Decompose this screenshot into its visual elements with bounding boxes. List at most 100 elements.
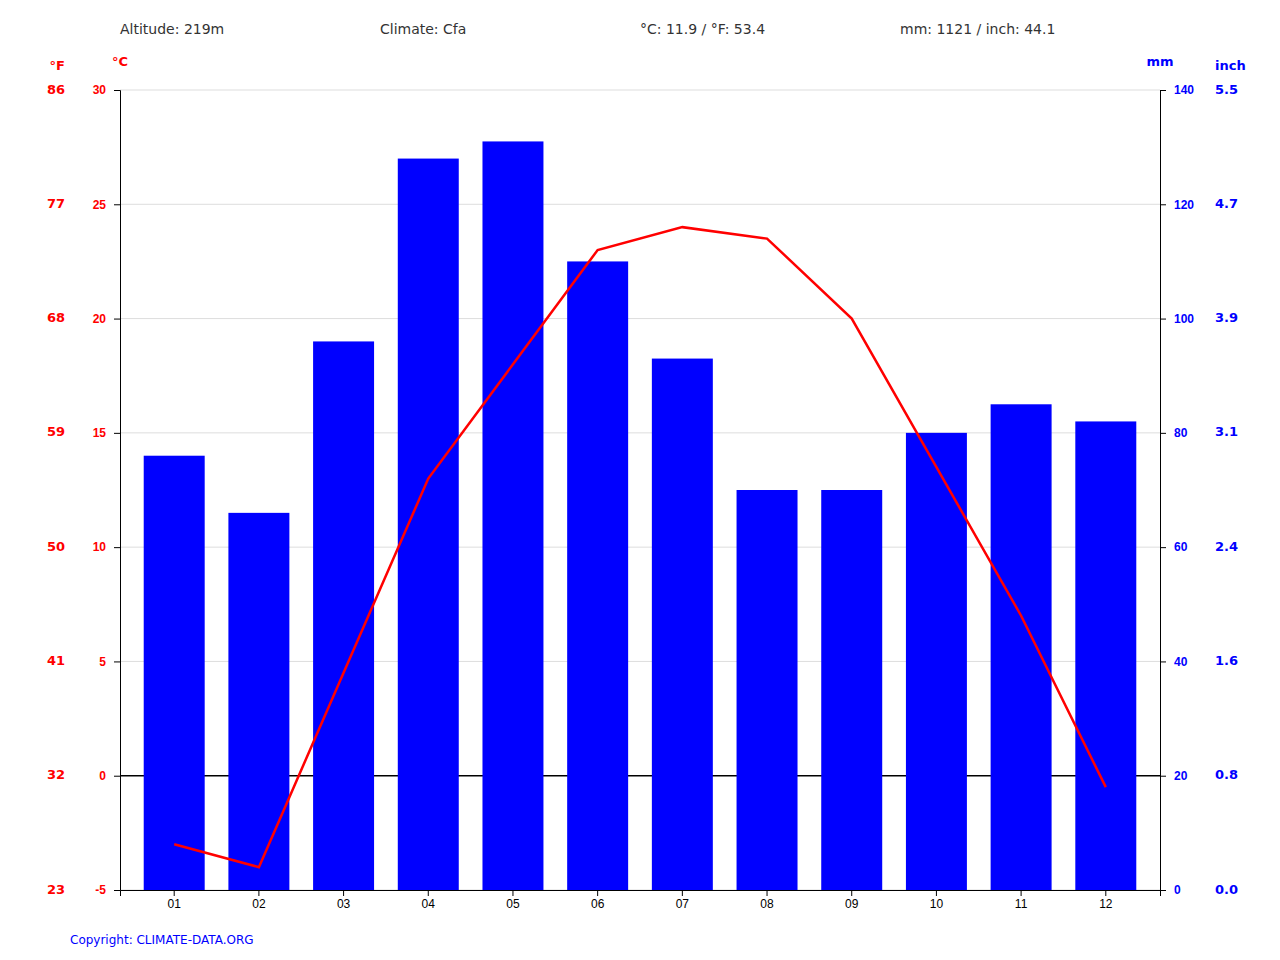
tick-label: -5 bbox=[95, 883, 106, 897]
alt-tick-label: 77 bbox=[47, 196, 65, 211]
tick-label: 11 bbox=[1015, 897, 1028, 911]
tick: 0 bbox=[99, 769, 120, 783]
y-axis: -5 0 5 10 15 20 25 30 bbox=[93, 83, 121, 897]
tick-mark bbox=[851, 890, 852, 896]
marks bbox=[144, 141, 1137, 890]
tick-label: 5 bbox=[99, 655, 106, 669]
copyright: Copyright: CLIMATE-DATA.ORG bbox=[70, 933, 254, 947]
bar bbox=[991, 404, 1052, 890]
bar bbox=[737, 490, 798, 890]
tick: 11 bbox=[1015, 890, 1028, 911]
tick-mark bbox=[682, 890, 683, 896]
tick: 40 bbox=[1160, 655, 1188, 669]
tick: 06 bbox=[591, 890, 605, 911]
axis-title: mm bbox=[1146, 54, 1173, 69]
tick-mark bbox=[428, 890, 429, 896]
tick: 0 bbox=[1160, 883, 1181, 897]
tick-label: 01 bbox=[168, 897, 182, 911]
tick: 01 bbox=[168, 890, 182, 911]
tick-mark bbox=[1160, 661, 1166, 662]
tick-mark bbox=[1160, 547, 1166, 548]
tick-mark bbox=[512, 890, 513, 896]
tick-mark bbox=[258, 890, 259, 896]
tick-mark bbox=[1160, 433, 1166, 434]
tick-label: 80 bbox=[1174, 426, 1188, 440]
tick: 02 bbox=[252, 890, 266, 911]
alt-tick-label: 2.4 bbox=[1215, 539, 1238, 554]
tick-mark bbox=[1021, 890, 1022, 896]
tick-mark bbox=[936, 890, 937, 896]
tick-label: 25 bbox=[93, 198, 107, 212]
tick: 80 bbox=[1160, 426, 1188, 440]
tick-label: 07 bbox=[676, 897, 690, 911]
alt-tick-label: 4.7 bbox=[1215, 196, 1238, 211]
title: °C: 11.9 / °F: 53.4 bbox=[640, 21, 765, 37]
grid-line bbox=[120, 204, 1160, 205]
bar bbox=[313, 341, 374, 890]
tick-mark bbox=[114, 890, 120, 891]
tick: 30 bbox=[93, 83, 120, 97]
tick-mark bbox=[1160, 319, 1166, 320]
tick-label: 12 bbox=[1099, 897, 1113, 911]
tick-label: 08 bbox=[760, 897, 774, 911]
alt-tick-label: 3.9 bbox=[1215, 310, 1238, 325]
bar bbox=[906, 433, 967, 890]
tick-mark bbox=[1160, 204, 1166, 205]
alt-tick-label: 3.1 bbox=[1215, 424, 1238, 439]
bar bbox=[482, 141, 543, 890]
tick-label: 100 bbox=[1174, 312, 1194, 326]
tick: 120 bbox=[1160, 198, 1194, 212]
tick-mark bbox=[1160, 90, 1166, 91]
tick-label: 10 bbox=[93, 540, 107, 554]
tick: 20 bbox=[1160, 769, 1188, 783]
tick: 15 bbox=[93, 426, 120, 440]
tick-mark bbox=[1160, 890, 1166, 891]
tick: 04 bbox=[422, 890, 436, 911]
alt-tick-label: 1.6 bbox=[1215, 653, 1238, 668]
tick-label: 04 bbox=[422, 897, 436, 911]
chart: 010203040506070809101112-505101520253002… bbox=[0, 0, 1280, 960]
bar bbox=[398, 159, 459, 890]
axis-title: inch bbox=[1215, 58, 1246, 73]
tick: 07 bbox=[676, 890, 690, 911]
axis-title: °C bbox=[112, 54, 128, 69]
tick-label: 20 bbox=[93, 312, 107, 326]
axis-title: °F bbox=[50, 58, 65, 73]
tick: 20 bbox=[93, 312, 120, 326]
tick-mark bbox=[114, 547, 120, 548]
tick-mark bbox=[114, 661, 120, 662]
tick-label: 140 bbox=[1174, 83, 1194, 97]
tick-mark bbox=[767, 890, 768, 896]
tick: 08 bbox=[760, 890, 774, 911]
tick: -5 bbox=[95, 883, 120, 897]
tick-label: 0 bbox=[99, 769, 106, 783]
tick: 5 bbox=[99, 655, 120, 669]
grid-line bbox=[120, 90, 1160, 91]
tick-label: 02 bbox=[252, 897, 266, 911]
axis-line bbox=[114, 91, 121, 891]
tick-mark bbox=[1160, 776, 1166, 777]
alt-tick-label: 5.5 bbox=[1215, 82, 1238, 97]
bar bbox=[1075, 421, 1136, 890]
alt-tick-label: 23 bbox=[47, 882, 65, 897]
tick: 100 bbox=[1160, 312, 1194, 326]
grid bbox=[120, 90, 1160, 890]
bar bbox=[821, 490, 882, 890]
alt-tick-label: 86 bbox=[47, 82, 65, 97]
alt-tick-label: 59 bbox=[47, 424, 65, 439]
tick-label: 10 bbox=[930, 897, 944, 911]
tick-label: 0 bbox=[1174, 883, 1181, 897]
tick-mark bbox=[114, 433, 120, 434]
tick-label: 03 bbox=[337, 897, 351, 911]
tick: 60 bbox=[1160, 540, 1188, 554]
alt-tick-label: 68 bbox=[47, 310, 65, 325]
tick-label: 60 bbox=[1174, 540, 1188, 554]
bar bbox=[567, 261, 628, 890]
tick-mark bbox=[174, 890, 175, 896]
alt-tick-label: 0.8 bbox=[1215, 767, 1238, 782]
tick-label: 20 bbox=[1174, 769, 1188, 783]
line bbox=[174, 227, 1106, 867]
alt-tick-label: 0.0 bbox=[1215, 882, 1238, 897]
tick-label: 40 bbox=[1174, 655, 1188, 669]
tick-mark bbox=[114, 204, 120, 205]
